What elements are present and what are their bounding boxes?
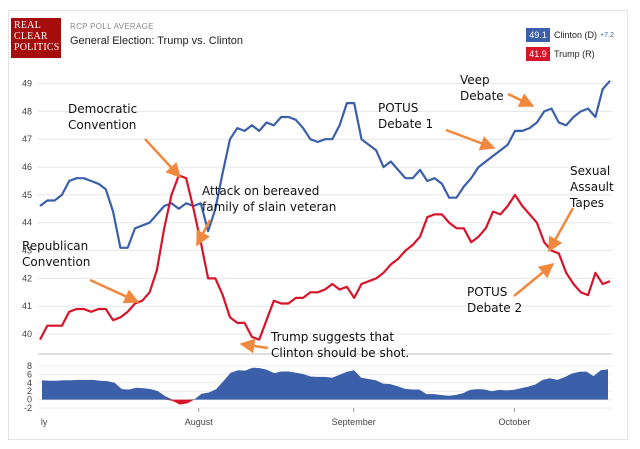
y-tick-label: 42 xyxy=(22,273,32,283)
trump-line xyxy=(39,174,611,341)
annotation-arrow xyxy=(547,207,575,253)
legend-value-trump: 41.9 xyxy=(526,47,550,61)
annotation-label: POTUS Debate 2 xyxy=(467,285,522,315)
y-tick-label: 40 xyxy=(22,329,32,339)
chart-supertitle: RCP POLL AVERAGE xyxy=(70,22,154,31)
annotation-arrow xyxy=(445,128,496,151)
y-tick-label: 49 xyxy=(22,79,32,89)
legend-change-clinton: +7.2 xyxy=(600,31,614,39)
spread-y-tick-label: -2 xyxy=(24,403,32,413)
annotation-arrow xyxy=(89,278,140,304)
spread-area-positive xyxy=(42,367,608,400)
y-tick-label: 43 xyxy=(22,246,32,256)
spread-area-negative xyxy=(42,399,608,405)
annotation-arrow xyxy=(239,338,269,354)
y-tick-label: 47 xyxy=(22,134,32,144)
spread-y-tick-label: 8 xyxy=(27,361,32,371)
annotation-arrow xyxy=(507,92,535,108)
legend-value-clinton: 49.1 xyxy=(526,28,550,42)
x-tick-label: October xyxy=(498,417,530,427)
spread-y-tick-label: 2 xyxy=(27,386,32,396)
y-tick-label: 45 xyxy=(22,190,32,200)
y-tick-label: 41 xyxy=(22,301,32,311)
x-tick-label: August xyxy=(185,417,214,427)
legend-label-clinton: Clinton (D) xyxy=(554,30,598,40)
x-tick-label: September xyxy=(332,417,376,427)
chart-title: General Election: Trump vs. Clinton xyxy=(70,35,244,47)
y-tick-label: 48 xyxy=(22,106,32,116)
annotation-label: POTUS Debate 1 xyxy=(378,101,433,131)
annotation-label: Trump suggests that Clinton should be sho… xyxy=(270,330,409,360)
legend-item-trump[interactable]: 41.9 Trump (R) xyxy=(526,47,595,61)
annotation-arrow xyxy=(195,219,212,247)
x-tick-label: ly xyxy=(41,417,48,427)
annotation-arrow xyxy=(144,138,182,179)
y-tick-label: 46 xyxy=(22,162,32,172)
spread-y-tick-label: 6 xyxy=(27,369,32,379)
annotation-label: Attack on bereaved family of slain vetera… xyxy=(202,184,336,214)
spread-y-tick-label: 4 xyxy=(27,378,32,388)
annotation-label: Republican Convention xyxy=(22,239,90,269)
y-tick-label: 44 xyxy=(22,218,32,228)
annotation-arrow xyxy=(513,263,555,297)
clinton-line xyxy=(39,80,611,249)
legend-item-clinton[interactable]: 49.1 Clinton (D) +7.2 xyxy=(526,28,614,42)
chart-frame xyxy=(8,10,628,440)
annotation-label: Democratic Convention xyxy=(68,102,137,132)
rcp-logo: REAL CLEAR POLITICS xyxy=(11,18,61,58)
spread-y-tick-label: 0 xyxy=(27,395,32,405)
annotation-label: Sexual Assault Tapes xyxy=(569,164,614,210)
legend-label-trump: Trump (R) xyxy=(554,49,595,59)
annotation-label: Veep Debate xyxy=(460,73,504,103)
